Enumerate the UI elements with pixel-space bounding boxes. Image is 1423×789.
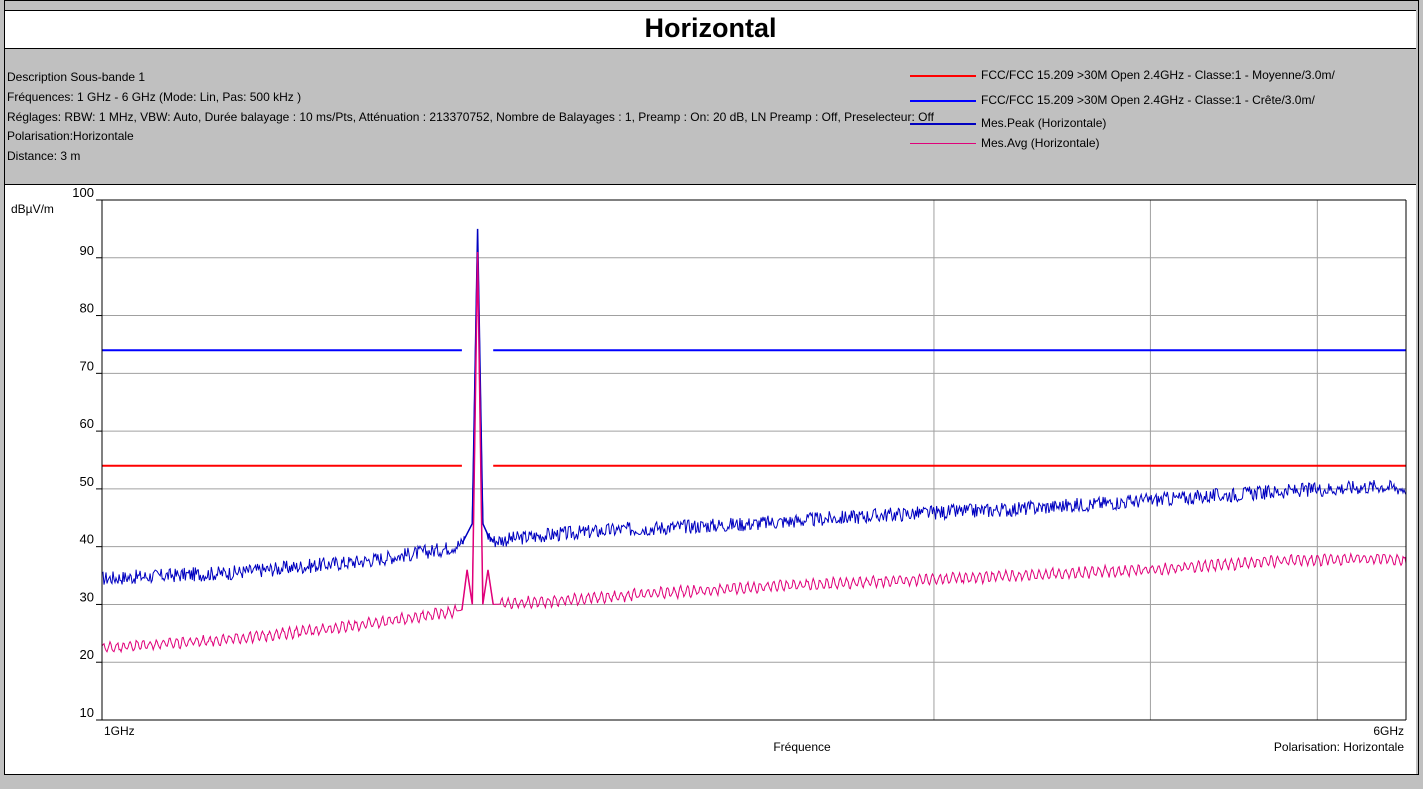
x-tick-label-end: 6GHz	[1373, 724, 1404, 738]
legend-label-peak-limit: FCC/FCC 15.209 >30M Open 2.4GHz - Classe…	[981, 93, 1315, 107]
polarisation-label: Polarisation: Horizontale	[1274, 740, 1404, 754]
legend-swatch-peak-meas	[910, 123, 976, 125]
legend-label-avg-limit: FCC/FCC 15.209 >30M Open 2.4GHz - Classe…	[981, 68, 1335, 82]
legend-label-peak-meas: Mes.Peak (Horizontale)	[981, 116, 1107, 130]
y-tick-label: 80	[80, 301, 94, 316]
legend-swatch-avg-meas	[910, 143, 976, 144]
legend-swatch-avg-limit	[910, 75, 976, 77]
plot-area: 10 20 30 40 50 60 70 80 90 100 dBµV/m 1GHz 6GHz Fréqu…	[5, 184, 1416, 774]
limit-lines	[102, 349, 1406, 467]
description-text: Description Sous-bande 1	[7, 70, 146, 84]
frequencies-text: Fréquences: 1 GHz - 6 GHz (Mode: Lin, Pa…	[7, 90, 302, 104]
legend-label-avg-meas: Mes.Avg (Horizontale)	[981, 136, 1100, 150]
distance-text: Distance: 3 m	[7, 149, 81, 163]
y-tick-label: 30	[80, 589, 94, 604]
trace-avg	[101, 279, 1407, 654]
legend-swatch-peak-limit	[910, 100, 976, 102]
y-tick-label: 70	[80, 358, 94, 373]
traces	[101, 228, 1407, 654]
title-bar: Horizontal	[5, 10, 1416, 49]
y-tick-label: 50	[80, 474, 94, 489]
y-tick-label: 20	[80, 647, 94, 662]
y-tick-label: 90	[80, 243, 94, 258]
x-tick-label-start: 1GHz	[104, 724, 135, 738]
axes: 10 20 30 40 50 60 70 80 90 100 dBµV/m 1GHz 6GHz Fréqu…	[11, 185, 1407, 754]
trace-spike-avg	[461, 251, 494, 611]
settings-text: Réglages: RBW: 1 MHz, VBW: Auto, Durée b…	[7, 110, 934, 124]
grid	[101, 200, 1406, 720]
y-tick-label: 10	[80, 705, 94, 720]
chart-title: Horizontal	[644, 13, 777, 43]
trace-peak	[101, 251, 1407, 585]
x-axis-label: Fréquence	[773, 740, 831, 754]
y-tick-label: 40	[80, 532, 94, 547]
y-tick-label: 100	[72, 185, 94, 200]
trace-spike-peak	[461, 228, 494, 545]
y-axis-label: dBµV/m	[11, 202, 54, 216]
y-tick-label: 60	[80, 416, 94, 431]
chart-svg: 10 20 30 40 50 60 70 80 90 100 dBµV/m 1GHz 6GHz Fréqu…	[11, 185, 1407, 754]
polarisation-text: Polarisation:Horizontale	[7, 129, 134, 143]
